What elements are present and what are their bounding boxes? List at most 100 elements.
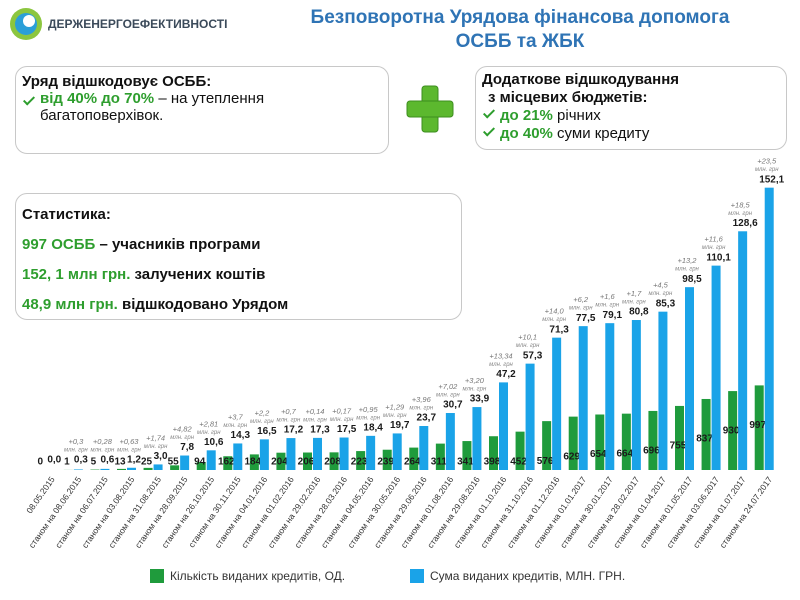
sum-label: 18,4 [363,422,383,433]
increment-unit: млн. грн [622,300,646,306]
increment-unit: млн. грн [728,211,752,217]
increment-label: +10,1 [518,333,537,342]
bar [728,391,738,470]
bar [206,450,216,470]
bar [313,437,322,470]
bar [462,441,472,470]
sum-label: 23,7 [417,413,437,424]
highlight: до 21% [500,107,553,124]
increment-label: +11,6 [704,235,723,244]
legend-label: Кількість виданих кредитів, ОД. [170,569,345,583]
sum-label: 10,6 [204,437,224,448]
sum-label: 57,3 [523,350,543,361]
count-label: 997 [749,420,766,431]
bar [445,413,455,470]
bar [675,405,684,470]
increment-label: +6,2 [573,295,589,304]
increment-unit: млн. грн [356,415,380,421]
item-text: – учасників програми [99,236,261,253]
box-heading: Статистика: [22,206,111,223]
increment-unit: млн. грн [250,419,274,425]
bar [303,452,312,470]
count-label: 629 [563,451,580,462]
increment-label: +4,5 [653,281,669,290]
increment-unit: млн. грн [170,435,194,441]
count-label: 13 [114,457,126,468]
sum-label: 16,5 [257,426,277,437]
sum-label: 19,7 [390,420,410,431]
increment-unit: млн. грн [409,406,433,412]
bar [366,435,376,470]
title-line: Безповоротна Урядова фінансова допомога [310,7,730,28]
count-label: 223 [351,457,368,468]
count-label: 206 [298,457,315,468]
sum-label: 77,5 [576,313,596,324]
bar [658,311,668,470]
sum-label: 0,3 [74,455,88,466]
bar [489,436,498,470]
item-text: залучених коштів [134,266,266,283]
count-label: 755 [670,441,687,452]
increment-label: +1,6 [600,292,616,301]
count-label: 1 [64,457,70,468]
increment-unit: млн. грн [223,423,247,429]
item-text: суми кредиту [557,125,650,142]
increment-unit: млн. грн [91,448,115,454]
count-label: 930 [723,426,740,437]
title: Безповоротна Урядова фінансова допомога … [260,6,780,54]
x-tick-label: станом на 24.07.2017 [717,474,774,549]
sum-label: 79,1 [603,310,623,321]
count-label: 5 [91,457,97,468]
highlight: 152, 1 млн грн. [22,266,131,283]
increment-unit: млн. грн [330,417,354,423]
item-text: річних [557,107,601,124]
count-label: 452 [510,457,527,468]
bar [552,337,562,470]
sum-label: 3,0 [154,451,168,462]
bar [180,455,190,470]
highlight: 48,9 млн грн. [22,296,118,313]
increment-label: +23,5 [757,157,777,166]
legend-swatch [150,569,164,583]
bar [472,407,482,470]
increment-label: +0,7 [281,407,297,416]
bar [542,421,552,470]
highlight: від 40% до 70% [40,90,155,107]
sum-label: 1,2 [127,454,141,465]
title-line: ОСББ та ЖБК [455,31,585,52]
count-label: 94 [194,457,206,468]
bar [223,456,233,470]
sum-label: 33,9 [470,394,490,405]
bar [711,265,721,470]
bar [648,410,658,470]
bar [339,437,349,470]
item-text: – на утеплення багатоповерхівок. [40,90,265,124]
highlight: до 40% [500,125,553,142]
bar [100,468,110,470]
stat-item: 48,9 млн грн. відшкодовано Урядом [22,290,455,320]
item-text: відшкодовано Урядом [122,296,289,313]
count-label: 341 [457,457,474,468]
bar [435,443,445,470]
increment-unit: млн. грн [383,413,407,419]
increment-label: +0,3 [68,437,84,446]
logo-text: ДЕРЖЕНЕРГОЕФЕКТИВНОСТІ [48,17,227,31]
sum-label: 85,3 [656,298,676,309]
increment-unit: млн. грн [463,387,487,393]
increment-unit: млн. грн [117,447,141,453]
bar [525,363,535,470]
bar [276,452,286,470]
box-item: до 40% суми кредиту [482,124,780,143]
bar [419,426,429,470]
count-label: 0 [38,457,44,468]
increment-unit: млн. грн [277,418,301,424]
count-label: 184 [245,457,262,468]
increment-label: +0,17 [332,407,352,416]
increment-unit: млн. грн [595,303,619,309]
bar [356,451,366,470]
count-label: 204 [271,457,288,468]
count-label: 208 [324,457,341,468]
stat-item: 997 ОСББ – учасників програми [22,230,455,260]
sum-label: 80,8 [629,307,649,318]
